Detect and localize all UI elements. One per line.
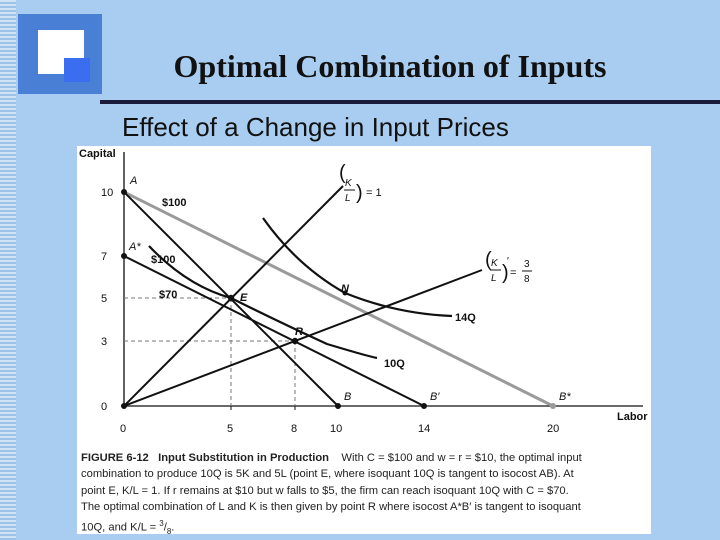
isoquant-label-10q: 10Q (384, 358, 405, 370)
point-bstar (550, 403, 556, 409)
isoquant-14q (262, 217, 453, 318)
isocost-label-ab: $100 (162, 197, 186, 209)
ray2-eq: = (510, 267, 516, 279)
point-b (335, 403, 341, 409)
caption-frac-den: 8 (166, 526, 172, 536)
ray1-frac-den: L (345, 193, 351, 204)
label-e: E (240, 292, 248, 304)
isoquant-10q (148, 245, 378, 360)
caption-frac-num: 3 (159, 518, 164, 528)
slide-logo-accent (64, 58, 90, 82)
ray1-paren-right: ) (356, 182, 363, 204)
caption-text-5-end: . (171, 521, 175, 534)
x-tick-0: 0 (120, 423, 126, 435)
point-n (342, 290, 348, 296)
y-axis-label: Capital (79, 148, 116, 160)
x-tick-14: 14 (418, 423, 430, 435)
isocost-line-a-bstar (123, 190, 554, 408)
x-tick-8: 8 (291, 423, 297, 435)
label-r: R (295, 326, 303, 338)
caption-text-1: With C = $100 and w = r = $10, the optim… (341, 452, 582, 464)
caption-line-3: point E, K/L = 1. If r remains at $10 bu… (81, 484, 569, 497)
isocost-line-astar-bprime (123, 255, 425, 407)
label-bstar: B* (559, 391, 571, 403)
left-decorative-strip (0, 0, 16, 540)
x-tick-20: 20 (547, 423, 559, 435)
caption-figure-label: FIGURE 6-12 (81, 452, 149, 464)
label-a: A (129, 175, 137, 187)
ray-kl-3-8 (123, 269, 483, 407)
slide-title: Optimal Combination of Inputs (173, 48, 607, 84)
y-tick-5: 5 (101, 293, 107, 305)
ray2-den: 8 (524, 274, 530, 285)
y-tick-10: 10 (101, 187, 113, 199)
ray1-frac-num: K (345, 178, 353, 189)
caption-figure-title: Input Substitution in Production (158, 452, 329, 464)
caption-line-2: combination to produce 10Q is 5K and 5L … (81, 468, 574, 481)
y-tick-0: 0 (101, 401, 107, 413)
ray2-paren-left: ( (485, 249, 492, 271)
production-diagram: Capital Labor 10 7 5 3 0 0 5 8 10 14 20 (79, 148, 648, 435)
slide-subtitle: Effect of a Change in Input Prices (122, 112, 509, 142)
label-b: B (344, 391, 351, 403)
label-n: N (341, 283, 350, 295)
figure-panel: Capital Labor 10 7 5 3 0 0 5 8 10 14 20 (77, 146, 651, 536)
caption-line-4: The optimal combination of L and K is th… (81, 501, 581, 514)
ray1-value: = 1 (366, 187, 382, 199)
ray2-frac-num: K (491, 258, 499, 269)
y-tick-3: 3 (101, 336, 107, 348)
point-origin (121, 403, 127, 409)
isoquant-label-14q: 14Q (455, 312, 476, 324)
caption-line-5: 10Q, and K/L = 3/8. (81, 518, 175, 536)
caption-text-5: 10Q, and K/L = (81, 521, 160, 534)
label-bprime: B′ (430, 391, 440, 403)
y-tick-7: 7 (101, 251, 107, 263)
point-astar (121, 253, 127, 259)
isocost-label-astar-bprime: $100 (151, 254, 175, 266)
point-e (227, 294, 235, 302)
point-a (121, 189, 127, 195)
ray1-paren-left: ( (339, 162, 346, 184)
title-rule (100, 100, 720, 104)
ray2-paren-right: ) (502, 262, 509, 284)
point-bprime (421, 403, 427, 409)
ray2-prime: ′ (507, 256, 509, 267)
x-tick-5: 5 (227, 423, 233, 435)
point-r (291, 337, 299, 345)
x-tick-10: 10 (330, 423, 342, 435)
ray-kl-1 (123, 185, 344, 407)
x-axis-label: Labor (617, 411, 648, 423)
isocost-label-70: $70 (159, 289, 177, 301)
ray2-frac-den: L (491, 273, 497, 284)
caption-line-1: FIGURE 6-12 Input Substitution in Produc… (81, 450, 647, 466)
ray2-num: 3 (524, 259, 530, 270)
label-astar: A* (128, 241, 141, 253)
figure-caption: FIGURE 6-12 Input Substitution in Produc… (77, 450, 651, 540)
